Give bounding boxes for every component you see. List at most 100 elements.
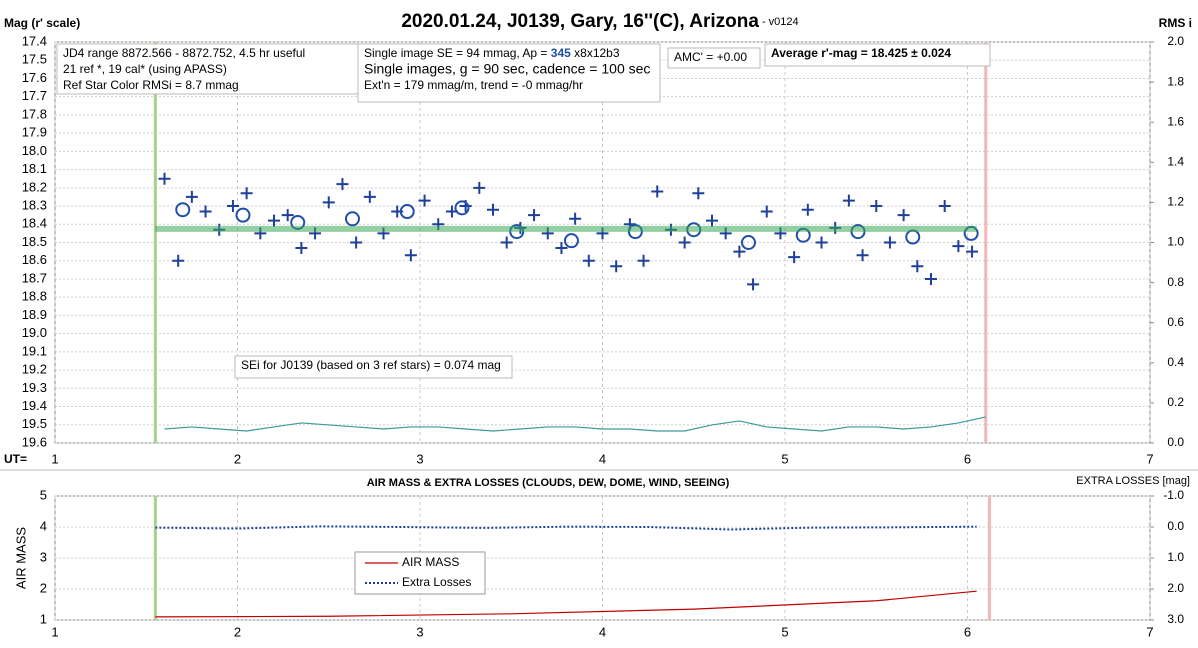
y2-axis-label: RMS i bbox=[1159, 16, 1192, 30]
y-tick-label: 18.7 bbox=[22, 270, 47, 285]
data-point bbox=[185, 190, 198, 203]
y2-tick-label: 1.6 bbox=[1167, 114, 1184, 128]
y2-tick-label: 2.0 bbox=[1167, 34, 1184, 48]
title-text: 2020.01.24, J0139, Gary, 16''(C), Arizon… bbox=[401, 11, 759, 32]
x-tick-label: 4 bbox=[599, 451, 606, 466]
data-point bbox=[226, 200, 239, 213]
x-tick-label: 5 bbox=[781, 624, 788, 639]
data-point bbox=[582, 254, 595, 267]
y-tick-label: 18.9 bbox=[22, 307, 47, 322]
annotation-text: Single images, g = 90 sec, cadence = 100… bbox=[364, 61, 650, 77]
average-point bbox=[175, 202, 191, 218]
y2-tick-label: 1.4 bbox=[1167, 154, 1184, 168]
annotation-text: Average r'-mag = 18.425 ± 0.024 bbox=[771, 46, 951, 60]
x-tick-label: 4 bbox=[599, 624, 606, 639]
data-point bbox=[925, 272, 937, 285]
average-point bbox=[741, 235, 756, 250]
data-point bbox=[747, 278, 760, 291]
data-point bbox=[801, 203, 814, 216]
average-point bbox=[344, 211, 360, 227]
x-tick-label: 2 bbox=[234, 451, 241, 466]
y-tick-label: 18.0 bbox=[22, 143, 47, 158]
annotation-text: Single image SE = 94 mmag, Ap = 345 x8x1… bbox=[364, 46, 620, 60]
subtitle: - v0124 bbox=[759, 16, 799, 28]
y-tick-label: 17.4 bbox=[22, 33, 47, 48]
average-point bbox=[454, 200, 470, 216]
y2-tick-label: 1.8 bbox=[1167, 74, 1184, 88]
y-tick-label: 17.7 bbox=[22, 88, 47, 103]
data-point bbox=[952, 240, 965, 253]
y2-tick-label: 1.0 bbox=[1167, 550, 1184, 564]
y-tick-label: 19.5 bbox=[22, 416, 47, 431]
data-point bbox=[610, 260, 623, 273]
legend-box bbox=[354, 551, 486, 595]
annotation-text: JD4 range 8872.566 - 8872.752, 4.5 hr us… bbox=[63, 46, 305, 60]
annotation-box bbox=[234, 355, 513, 379]
data-point bbox=[418, 194, 431, 207]
y-axis-label: Mag (r' scale) bbox=[4, 16, 80, 30]
data-point bbox=[815, 236, 828, 249]
y-tick-label: 4 bbox=[40, 518, 47, 533]
y-tick-label: 5 bbox=[40, 487, 47, 502]
data-point bbox=[938, 200, 951, 213]
chart-title: AIR MASS & EXTRA LOSSES (CLOUDS, DEW, DO… bbox=[367, 477, 730, 489]
y-tick-label: 18.2 bbox=[22, 179, 47, 194]
y2-tick-label: 3.0 bbox=[1167, 612, 1184, 626]
y-tick-label: 18.5 bbox=[22, 234, 47, 249]
y-tick-label: 17.8 bbox=[22, 106, 47, 121]
y2-tick-label: 0.0 bbox=[1167, 435, 1184, 449]
data-point bbox=[883, 236, 896, 249]
x-axis-label: UT= bbox=[4, 452, 27, 466]
data-point bbox=[473, 181, 486, 194]
data-point bbox=[760, 205, 773, 218]
y-tick-label: 18.8 bbox=[22, 289, 47, 304]
annotation-box bbox=[56, 43, 359, 95]
annotation-part: Single image SE = 94 mmag, Ap = bbox=[364, 46, 551, 60]
data-point bbox=[788, 251, 801, 264]
x-tick-label: 1 bbox=[51, 624, 58, 639]
y-tick-label: 17.6 bbox=[22, 70, 47, 85]
data-point bbox=[706, 214, 718, 227]
x-tick-label: 6 bbox=[964, 624, 971, 639]
data-point bbox=[897, 209, 910, 222]
annotation-part: 345 bbox=[551, 46, 571, 60]
data-point bbox=[678, 236, 691, 249]
data-point bbox=[870, 200, 883, 213]
y2-tick-label: 0.4 bbox=[1167, 355, 1184, 369]
y-tick-label: 19.0 bbox=[22, 325, 47, 340]
rms-line bbox=[164, 416, 986, 432]
y2-tick-label: 0.0 bbox=[1167, 519, 1184, 533]
data-point bbox=[363, 190, 376, 203]
x-tick-label: 3 bbox=[416, 451, 423, 466]
data-point bbox=[295, 241, 308, 254]
data-point bbox=[569, 212, 582, 225]
data-point bbox=[199, 205, 212, 218]
annotation-text: SEi for J0139 (based on 3 ref stars) = 0… bbox=[241, 358, 501, 372]
y-tick-label: 19.4 bbox=[22, 398, 47, 413]
data-point bbox=[336, 178, 349, 191]
y2-tick-label: 0.8 bbox=[1167, 275, 1184, 289]
y2-tick-label: 0.2 bbox=[1167, 395, 1184, 409]
data-point bbox=[268, 214, 280, 227]
y2-tick-label: 0.6 bbox=[1167, 315, 1184, 329]
data-point bbox=[500, 236, 513, 249]
data-point bbox=[350, 236, 363, 249]
x-tick-label: 7 bbox=[1146, 624, 1153, 639]
y-tick-label: 3 bbox=[40, 549, 47, 564]
airmass-line bbox=[155, 590, 977, 618]
chart-title: 2020.01.24, J0139, Gary, 16''(C), Arizon… bbox=[401, 11, 798, 32]
data-point bbox=[528, 209, 541, 222]
y2-axis-label: EXTRA LOSSES [mag] bbox=[1076, 475, 1190, 487]
data-point bbox=[555, 241, 568, 254]
y-tick-label: 18.1 bbox=[22, 161, 47, 176]
y-tick-label: 19.3 bbox=[22, 380, 47, 395]
data-point bbox=[966, 245, 979, 258]
data-point bbox=[637, 254, 650, 267]
x-tick-label: 5 bbox=[781, 451, 788, 466]
annotation-text: AMC' = +0.00 bbox=[674, 50, 747, 64]
y-tick-label: 17.9 bbox=[22, 125, 47, 140]
x-tick-label: 3 bbox=[416, 624, 423, 639]
data-point bbox=[281, 209, 294, 222]
